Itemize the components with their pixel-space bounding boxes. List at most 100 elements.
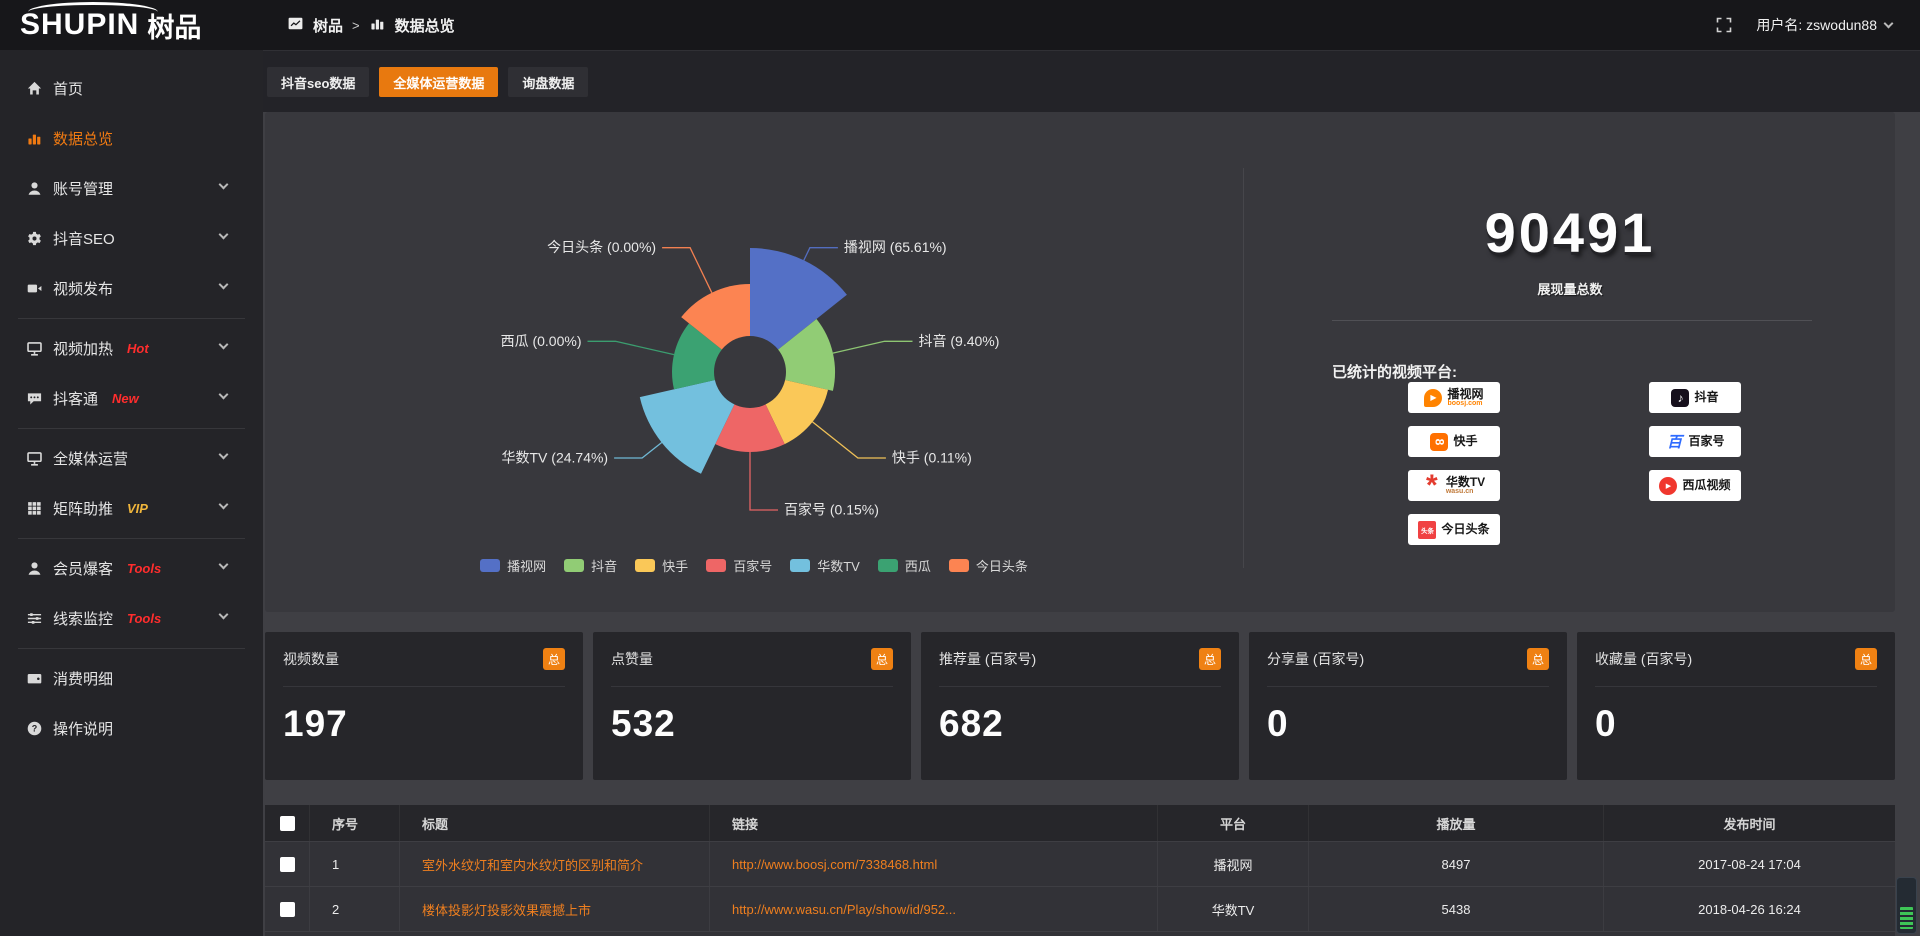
legend-label: 今日头条 [975,559,1028,574]
pie-slice-3[interactable] [715,372,785,453]
total-badge: 总 [871,648,893,670]
stat-card-label: 推荐量 (百家号) [939,651,1037,667]
kuaishou-icon: 8 [1430,432,1449,451]
cell-plays: 8497 [1308,842,1603,886]
scrollbar-widget[interactable] [1896,877,1917,934]
sidebar-item-chat[interactable]: 抖客通 New [0,378,263,418]
chevron-down-icon [218,339,229,350]
col-header-title: 标题 [399,805,709,841]
tab-0[interactable]: 抖音seo数据 [267,67,370,97]
sliders-icon [25,609,43,627]
cell-plays: 5438 [1308,887,1603,931]
fullscreen-icon[interactable] [1716,17,1732,33]
platform-name: 华数TV [1445,474,1486,489]
rose-pie-chart: 播视网 (65.61%) 抖音 (9.40%) 快手 (0.11%) 百家号 (0.1… [265,112,1243,612]
user-menu[interactable]: 用户名: zswodun88 [1756,15,1894,35]
sidebar-item-label: 会员爆客 [53,560,114,578]
sidebar-item-member[interactable]: 会员爆客 Tools [0,548,263,588]
legend-label: 百家号 [733,559,773,574]
chevron-down-icon [218,389,229,400]
sidebar-item-video-publish[interactable]: 视频发布 [0,268,263,308]
grid-icon [25,499,43,517]
stat-card-label: 收藏量 (百家号) [1595,651,1693,667]
stat-cards-row: 视频数量 总 197 点赞量 总 532 推荐量 (百家号) 总 682 分享量… [265,632,1895,780]
data-tabs: 抖音seo数据 全媒体运营数据 询盘数据 [267,67,589,97]
total-impressions-value: 90491 [1484,201,1656,264]
wasu-icon: * [1425,468,1438,502]
sidebar-item-screen-heat[interactable]: 视频加热 Hot [0,328,263,368]
platform-name: 快手 [1453,434,1478,449]
stat-card-value: 0 [1595,703,1617,744]
cell-url-link[interactable]: http://www.boosj.com/7338468.html [709,842,1157,886]
select-all-checkbox[interactable] [279,815,295,831]
legend-item-2[interactable]: 快手 [635,556,688,575]
sidebar-item-label: 抖音SEO [53,230,115,248]
wallet-icon [25,669,43,687]
stat-card-label: 分享量 (百家号) [1267,651,1365,667]
sidebar-divider [18,648,245,649]
chevron-down-icon [218,449,229,460]
legend-item-0[interactable]: 播视网 [480,556,546,575]
stat-card-2: 推荐量 (百家号) 总 682 [921,632,1239,780]
logo-cn-text: 树品 [147,12,202,43]
cell-title-link[interactable]: 楼体投影灯投影效果震撼上市 [399,887,709,931]
sidebar-item-badge: VIP [127,500,148,516]
stat-card-value: 197 [283,703,348,744]
topbar: SHUPIN 树品 树品 > 数据总览 用户名: zswodun88 [0,0,1920,50]
row-checkbox[interactable] [279,856,295,872]
sidebar-item-bar-chart[interactable]: 数据总览 [0,118,263,158]
cell-platform: 华数TV [1157,887,1308,931]
legend-swatch [877,559,898,572]
pie-label-line-6 [662,247,713,293]
legend-swatch [480,559,501,572]
legend-label: 华数TV [817,559,860,574]
legend-item-3[interactable]: 百家号 [706,556,772,575]
sidebar-item-home[interactable]: 首页 [0,68,263,108]
breadcrumb-root-link[interactable]: 树品 [313,17,344,35]
sidebar-item-grid[interactable]: 矩阵助推 VIP [0,488,263,528]
legend-item-1[interactable]: 抖音 [564,556,617,575]
platform-badge-kuaishou: 8 快手 [1408,426,1500,457]
stat-card-4: 收藏量 (百家号) 总 0 [1577,632,1895,780]
tab-1[interactable]: 全媒体运营数据 [379,67,499,97]
panel-divider [1243,168,1244,568]
sidebar-item-sliders[interactable]: 线索监控 Tools [0,598,263,638]
app-logo: SHUPIN 树品 [20,2,260,44]
pie-slice-4[interactable] [639,372,750,474]
platform-badge-wasu: * 华数TV wasu.cn [1408,470,1500,501]
sidebar-item-help[interactable]: ? 操作说明 [0,708,263,748]
stat-card-value: 0 [1267,703,1289,744]
cell-url-link[interactable]: http://www.wasu.cn/Play/show/id/952... [709,887,1157,931]
col-header-time: 发布时间 [1603,805,1895,841]
sidebar-item-user[interactable]: 账号管理 [0,168,263,208]
legend-label: 西瓜 [904,559,931,574]
sidebar-item-wallet[interactable]: 消费明细 [0,658,263,698]
pie-label-1: 抖音 (9.40%) [919,333,1000,349]
chevron-down-icon [218,609,229,620]
legend-item-4[interactable]: 华数TV [790,556,860,575]
cell-title-link[interactable]: 室外水纹灯和室内水纹灯的区别和简介 [399,842,709,886]
tab-2[interactable]: 询盘数据 [508,67,589,97]
sidebar-divider [18,428,245,429]
row-checkbox[interactable] [279,901,295,917]
total-badge: 总 [1199,648,1221,670]
sidebar-item-label: 视频发布 [53,280,114,298]
xigua-icon: ▶ [1659,476,1678,495]
platforms-title: 已统计的视频平台: [1332,364,1457,381]
breadcrumb-separator: > [352,17,360,33]
sidebar: 首页数据总览账号管理抖音SEO 视频发布视频加热 Hot 抖客通 New 全媒体运营矩阵助… [0,50,263,936]
gear-icon [25,229,43,247]
legend-item-6[interactable]: 今日头条 [948,556,1028,575]
sidebar-item-gear[interactable]: 抖音SEO [0,218,263,258]
total-badge: 总 [1855,648,1877,670]
col-header-no: 序号 [309,805,399,841]
help-icon: ? [25,719,43,737]
legend-item-5[interactable]: 西瓜 [877,556,931,575]
sidebar-item-monitor[interactable]: 全媒体运营 [0,438,263,478]
summary-divider [1332,320,1812,321]
breadcrumb-doc-icon [287,15,304,36]
platform-name: 今日头条 [1441,522,1490,537]
pie-slice-0[interactable] [750,248,847,372]
screen-heat-icon [25,339,43,357]
pie-label-line-0 [803,247,838,261]
